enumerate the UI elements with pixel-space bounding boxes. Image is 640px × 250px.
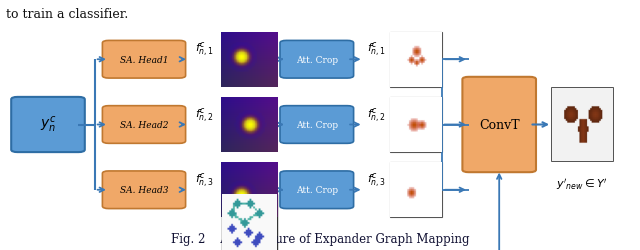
FancyBboxPatch shape [102,106,186,144]
Text: $\hat{G}_c$: $\hat{G}_c$ [244,164,261,184]
Bar [223,194,277,250]
FancyBboxPatch shape [11,98,85,152]
Text: Att. Crop: Att. Crop [296,186,338,194]
Text: $f^c_{n,1}$: $f^c_{n,1}$ [195,41,214,59]
Text: SA. Head1: SA. Head1 [120,56,168,64]
Text: $y^c_n$: $y^c_n$ [40,115,56,135]
Text: $f^c_{n,3}$: $f^c_{n,3}$ [367,171,386,189]
Bar [552,89,613,161]
Text: $f^c_{n,1}$: $f^c_{n,1}$ [367,41,386,59]
Bar [390,98,442,152]
Text: Att. Crop: Att. Crop [296,56,338,64]
FancyBboxPatch shape [102,41,186,79]
Bar [390,162,442,218]
Text: ConvT: ConvT [479,118,520,132]
Text: $y'_{new} \in Y'$: $y'_{new} \in Y'$ [556,176,609,191]
FancyBboxPatch shape [280,171,354,209]
Text: $f^c_{n,2}$: $f^c_{n,2}$ [367,106,386,124]
Text: ': ' [393,168,396,177]
Text: to train a classifier.: to train a classifier. [6,8,129,20]
Text: $f^c_{n,3}$: $f^c_{n,3}$ [195,171,214,189]
Text: $f^c_{n,2}$: $f^c_{n,2}$ [195,106,214,124]
FancyBboxPatch shape [280,106,354,144]
FancyBboxPatch shape [280,41,354,79]
Text: Fig. 2    Architecture of Expander Graph Mapping: Fig. 2 Architecture of Expander Graph Ma… [171,232,469,245]
FancyBboxPatch shape [463,78,536,172]
Text: ': ' [393,38,396,47]
Text: Att. Crop: Att. Crop [296,120,338,130]
Bar [390,32,442,88]
Text: SA. Head3: SA. Head3 [120,186,168,194]
FancyBboxPatch shape [102,171,186,209]
Text: ': ' [393,103,396,112]
Text: SA. Head2: SA. Head2 [120,120,168,130]
